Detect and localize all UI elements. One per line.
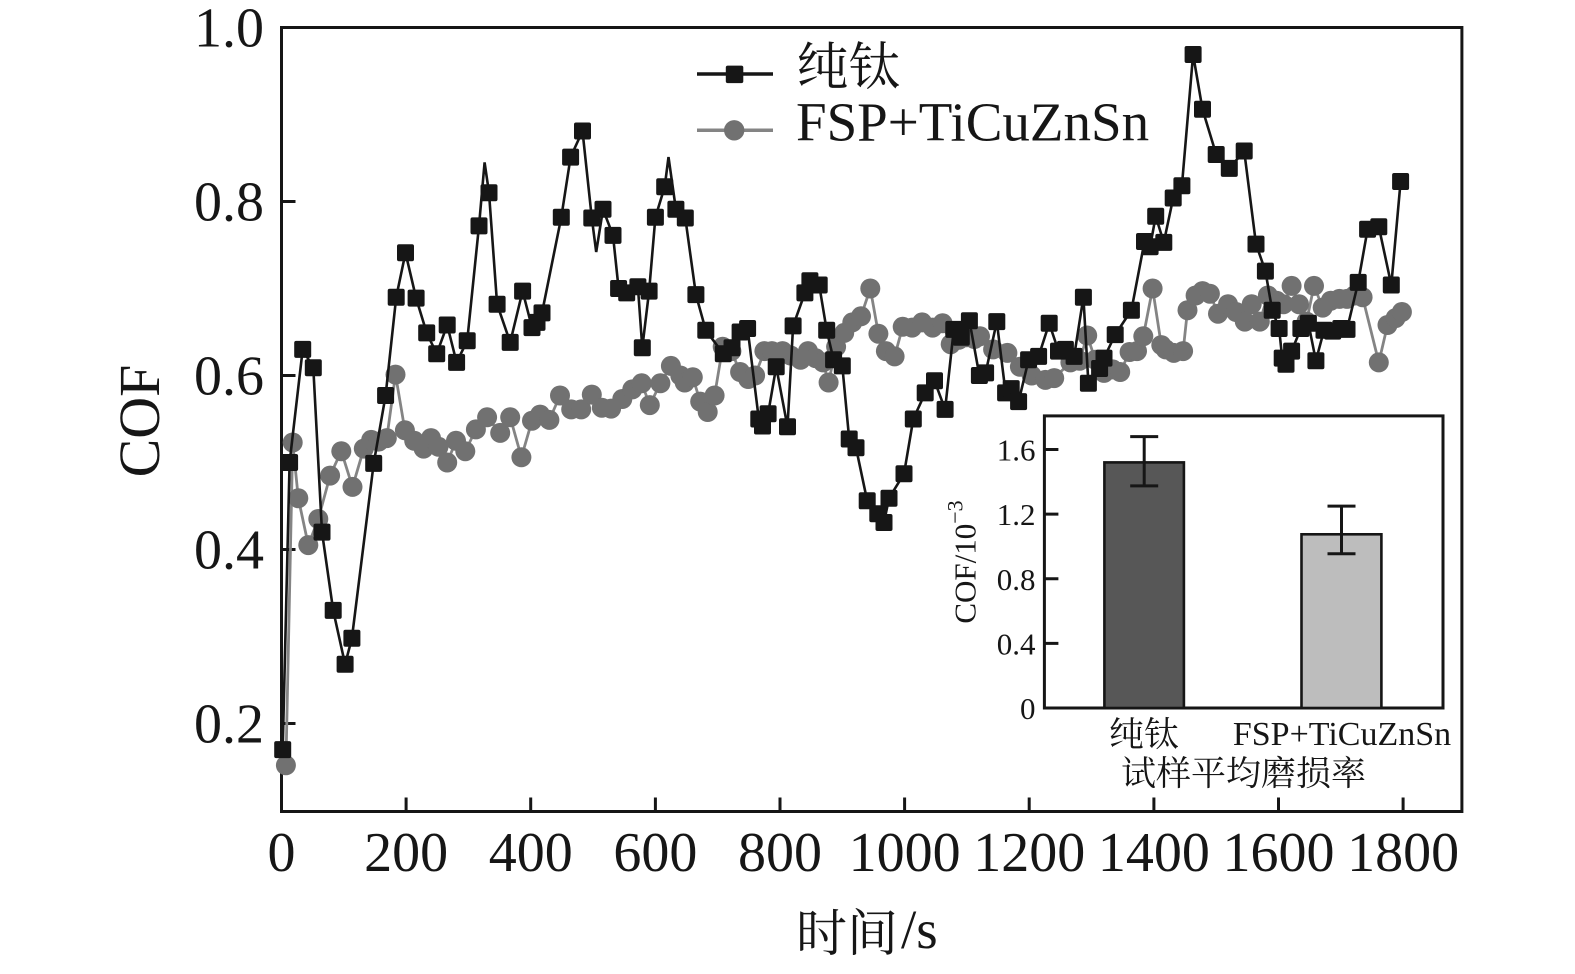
svg-text:COF/10−3: COF/10−3: [943, 500, 983, 623]
svg-text:200: 200: [364, 822, 448, 884]
svg-text:COF: COF: [107, 365, 172, 478]
svg-text:400: 400: [489, 822, 573, 884]
svg-text:FSP+TiCuZnSn: FSP+TiCuZnSn: [1233, 716, 1451, 753]
svg-text:1000: 1000: [849, 822, 961, 884]
svg-text:0.8: 0.8: [997, 562, 1036, 597]
svg-text:0: 0: [268, 822, 296, 884]
svg-text:0: 0: [1020, 691, 1036, 726]
svg-text:0.4: 0.4: [194, 520, 264, 582]
svg-text:600: 600: [613, 822, 697, 884]
svg-text:1600: 1600: [1223, 822, 1335, 884]
svg-text:800: 800: [738, 822, 822, 884]
svg-text:1.0: 1.0: [194, 0, 264, 60]
svg-text:1200: 1200: [973, 822, 1085, 884]
svg-text:0.4: 0.4: [997, 626, 1036, 661]
svg-text:1400: 1400: [1098, 822, 1210, 884]
svg-text:0.2: 0.2: [194, 694, 264, 756]
svg-text:/s: /s: [901, 899, 938, 960]
svg-text:1.2: 1.2: [997, 497, 1036, 532]
svg-text:0.8: 0.8: [194, 172, 264, 234]
svg-text:1800: 1800: [1347, 822, 1459, 884]
svg-text:0.6: 0.6: [194, 346, 264, 408]
svg-text:FSP+TiCuZnSn: FSP+TiCuZnSn: [796, 92, 1149, 153]
svg-text:1.6: 1.6: [997, 433, 1036, 468]
